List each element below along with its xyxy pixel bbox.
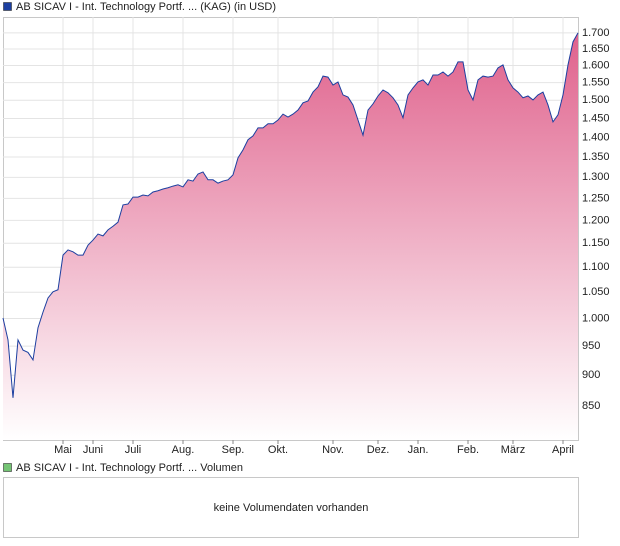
x-tick-label: Aug. [172, 444, 195, 456]
legend-swatch [3, 2, 12, 11]
area [3, 32, 578, 440]
y-tick-label: 1.250 [582, 192, 610, 204]
y-tick-label: 1.300 [582, 171, 610, 183]
y-tick-label: 1.650 [582, 43, 610, 55]
y-tick-label: 1.050 [582, 286, 610, 298]
y-tick-label: 1.350 [582, 151, 610, 163]
y-tick-label: 1.450 [582, 112, 610, 124]
x-tick-label: Jan. [408, 444, 429, 456]
y-tick-label: 1.700 [582, 27, 610, 39]
y-tick-label: 1.500 [582, 94, 610, 106]
legend-swatch [3, 463, 12, 472]
y-tick-label: 1.400 [582, 131, 610, 143]
y-tick-label: 1.100 [582, 261, 610, 273]
line [2, 32, 579, 398]
y-tick-label: 1.550 [582, 77, 610, 89]
y-tick-label: 900 [582, 369, 600, 381]
x-tick-label: Mai [54, 444, 72, 456]
y-tick-label: 1.600 [582, 59, 610, 71]
x-tick-label: April [552, 444, 574, 456]
y-tick-label: 1.150 [582, 237, 610, 249]
y-tick-label: 1.200 [582, 214, 610, 226]
x-tick-label: Dez. [367, 444, 390, 456]
y-tick-label: 1.000 [582, 312, 610, 324]
x-tick-label: März [501, 444, 525, 456]
volume-frame [3, 477, 579, 538]
legend-label: AB SICAV I - Int. Technology Portf. ... … [16, 1, 276, 13]
y-tick-label: 850 [582, 400, 600, 412]
x-tick-label: Juli [125, 444, 142, 456]
x-tick-label: Okt. [268, 444, 288, 456]
x-tick-label: Sep. [222, 444, 245, 456]
x-tick-label: Nov. [322, 444, 344, 456]
volume-note: keine Volumendaten vorhanden [214, 502, 369, 514]
x-tick-label: Feb. [457, 444, 479, 456]
legend-label: AB SICAV I - Int. Technology Portf. ... … [16, 462, 243, 474]
x-tick-label: Juni [83, 444, 103, 456]
y-tick-label: 950 [582, 340, 600, 352]
